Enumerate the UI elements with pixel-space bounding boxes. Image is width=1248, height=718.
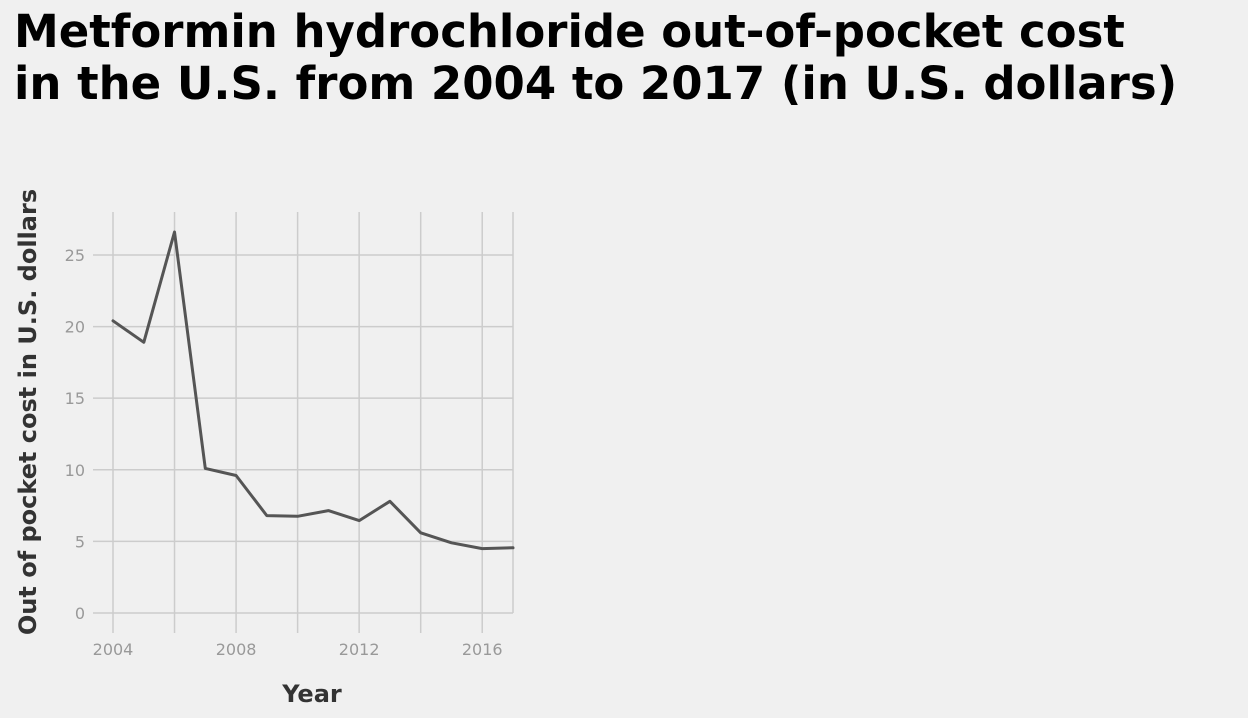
y-tick-label: 10: [65, 461, 85, 480]
chart-title-line-1: Metformin hydrochloride out-of-pocket co…: [14, 5, 1125, 58]
x-tick-label: 2016: [462, 640, 503, 659]
x-tick-label: 2004: [93, 640, 134, 659]
y-axis-ticks: 0 5 10 15 20 25: [65, 246, 85, 623]
x-axis-ticks: 2004 2008 2012 2016: [93, 640, 503, 659]
y-axis-title: Out of pocket cost in U.S. dollars: [14, 189, 42, 635]
y-tick-label: 5: [75, 532, 85, 551]
y-tick-label: 15: [65, 389, 85, 408]
y-tick-label: 0: [75, 604, 85, 623]
series-line: [111, 230, 515, 551]
x-tick-label: 2008: [216, 640, 257, 659]
x-axis-title: Year: [281, 680, 342, 708]
y-tick-label: 25: [65, 246, 85, 265]
x-gridlines: [112, 212, 514, 633]
series-group: [111, 230, 515, 551]
x-tick-label: 2012: [339, 640, 380, 659]
chart-title-line-2: in the U.S. from 2004 to 2017 (in U.S. d…: [14, 57, 1178, 110]
chart-title: Metformin hydrochloride out-of-pocket co…: [14, 6, 1244, 110]
y-gridlines: [93, 254, 513, 614]
y-tick-label: 20: [65, 318, 85, 337]
